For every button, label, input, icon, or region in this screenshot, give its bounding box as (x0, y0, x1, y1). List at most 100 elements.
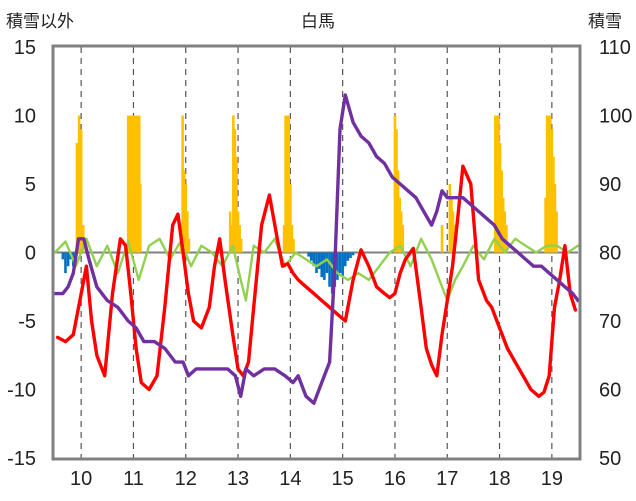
left-axis-ticks: 15 10 5 0 -5 -10 -15 (7, 37, 36, 470)
orange-bar (131, 115, 135, 253)
left-tick-label: -15 (7, 448, 36, 470)
orange-bar (77, 115, 81, 253)
orange-bar (233, 129, 237, 253)
orange-bar (544, 197, 547, 253)
orange-bar (182, 170, 186, 253)
orange-bar (292, 238, 295, 253)
orange-bar (232, 115, 235, 253)
left-tick-label: 10 (14, 106, 36, 128)
x-tick-label: 10 (70, 468, 92, 490)
plot-frame (51, 44, 582, 461)
x-tick-label: 15 (332, 468, 354, 490)
blue-bar (312, 252, 316, 267)
x-tick-label: 14 (279, 468, 301, 490)
left-axis-title: 積雪以外 (6, 12, 74, 32)
right-tick-label: 100 (599, 106, 632, 128)
orange-bar (451, 211, 455, 253)
orange-bar (395, 129, 398, 253)
blue-bar (61, 252, 65, 260)
orange-bar (396, 170, 400, 253)
right-axis-ticks: 110 100 90 80 70 60 50 (599, 37, 632, 470)
blue-bar (351, 252, 355, 256)
orange-bar (133, 115, 136, 253)
blue-bar (325, 252, 329, 274)
orange-bar (289, 184, 292, 253)
orange-bar (545, 115, 549, 253)
bars (61, 115, 558, 294)
orange-bar (552, 156, 555, 253)
right-axis-title: 積雪 (588, 12, 622, 32)
right-tick-label: 60 (599, 380, 621, 402)
right-tick-label: 50 (599, 448, 621, 470)
orange-bar (236, 211, 240, 253)
x-tick-label: 12 (175, 468, 197, 490)
orange-bar (399, 211, 403, 253)
orange-bar (181, 115, 184, 253)
blue-bar (307, 252, 310, 257)
right-tick-label: 110 (599, 37, 631, 59)
orange-bar (498, 142, 502, 253)
left-tick-label: -5 (18, 311, 36, 333)
left-tick-label: 15 (14, 37, 36, 59)
chart-title: 白馬 (301, 12, 335, 32)
orange-bar (548, 115, 552, 253)
orange-bar (550, 129, 554, 253)
orange-bar (448, 184, 452, 253)
orange-bar (500, 170, 503, 253)
blue-bar (343, 252, 347, 267)
x-tick-label: 17 (436, 468, 458, 490)
x-tick-label: 18 (488, 468, 510, 490)
x-tick-label: 13 (227, 468, 249, 490)
blue-bar (64, 252, 67, 274)
blue-bar (328, 252, 331, 287)
orange-bar (503, 211, 507, 253)
orange-bar (239, 238, 243, 253)
orange-bar (547, 115, 551, 253)
green-series-line (53, 237, 580, 302)
x-tick-label: 11 (123, 468, 144, 490)
orange-bar (495, 115, 499, 253)
left-tick-label: 0 (25, 243, 36, 265)
orange-bar (440, 225, 444, 253)
orange-bar (126, 115, 130, 253)
orange-bar (230, 225, 234, 253)
left-tick-label: 5 (25, 174, 36, 196)
orange-bar (136, 115, 139, 253)
orange-bar (401, 225, 405, 253)
orange-bar (128, 115, 132, 253)
orange-bar (238, 225, 241, 253)
orange-bar (505, 225, 508, 253)
orange-bar (235, 156, 238, 253)
orange-bar (228, 211, 232, 253)
left-tick-label: -10 (7, 380, 36, 402)
orange-bar (184, 184, 188, 253)
x-tick-label: 16 (384, 468, 406, 490)
orange-bar (284, 115, 287, 253)
orange-bar (290, 225, 294, 253)
orange-bar (282, 225, 286, 253)
blue-bar (309, 252, 313, 261)
orange-bar (187, 238, 191, 253)
orange-bar (494, 115, 497, 253)
orange-bar (75, 142, 79, 253)
blue-bar (66, 252, 70, 267)
x-axis-ticks: 10 11 12 13 14 15 16 17 18 19 (70, 468, 563, 490)
orange-bar (134, 115, 138, 253)
blue-bar (349, 252, 352, 258)
right-tick-label: 80 (599, 243, 621, 265)
blue-bar (317, 252, 321, 269)
right-tick-label: 70 (599, 311, 621, 333)
blue-bar (330, 252, 334, 294)
purple-series-line (53, 93, 580, 405)
lines (53, 93, 580, 405)
orange-bar (501, 197, 505, 253)
orange-bar (393, 115, 397, 253)
blue-bar (341, 252, 344, 278)
orange-bar (553, 184, 557, 253)
orange-bar (398, 197, 401, 253)
orange-bar (79, 129, 83, 253)
blue-bar (336, 252, 339, 280)
blue-bar (320, 252, 324, 278)
orange-bar (555, 211, 558, 253)
